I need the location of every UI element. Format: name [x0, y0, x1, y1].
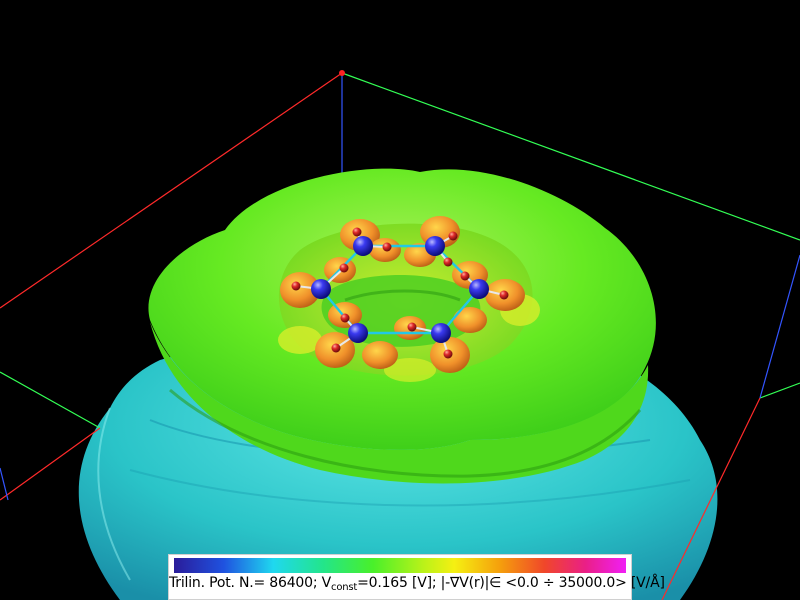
- hydrogen-atom: [499, 290, 509, 300]
- v-symbol: V: [321, 575, 332, 591]
- carbon-atom: [425, 236, 445, 256]
- colorbar-legend: Trilin. Pot. N.= 86400; Vconst=0.165 [V]…: [168, 554, 665, 600]
- carbon-atom: [431, 323, 451, 343]
- colorbar-gradient: [174, 558, 626, 573]
- carbon-atoms: [311, 236, 489, 343]
- method-label: Trilin. Pot. N.= 86400;: [169, 575, 318, 591]
- v-subscript: const: [331, 582, 358, 593]
- hydrogen-atom: [443, 257, 453, 267]
- hydrogen-atom: [448, 231, 458, 241]
- hydrogen-atom: [340, 313, 350, 323]
- hydrogen-atom: [331, 343, 341, 353]
- bounding-box-front: [0, 254, 800, 600]
- carbon-atom: [348, 323, 368, 343]
- gradient-range-label: |-∇V(r)|∈ <0.0 ÷ 35000.0> [V/Å]: [440, 575, 665, 591]
- carbon-atom: [353, 236, 373, 256]
- origin-marker: [339, 70, 345, 76]
- v-const-value: =0.165 [V];: [357, 575, 437, 591]
- hydrogen-atom: [443, 349, 453, 359]
- carbon-atom: [469, 279, 489, 299]
- carbon-atom: [311, 279, 331, 299]
- hydrogen-atom: [291, 281, 301, 291]
- hydrogen-atoms: [291, 227, 509, 359]
- legend-caption: Trilin. Pot. N.= 86400; Vconst=0.165 [V]…: [169, 575, 665, 593]
- hydrogen-atom: [382, 242, 392, 252]
- hydrogen-atom: [460, 271, 470, 281]
- hydrogen-atom: [352, 227, 362, 237]
- hydrogen-atom: [407, 322, 417, 332]
- hydrogen-atom: [339, 263, 349, 273]
